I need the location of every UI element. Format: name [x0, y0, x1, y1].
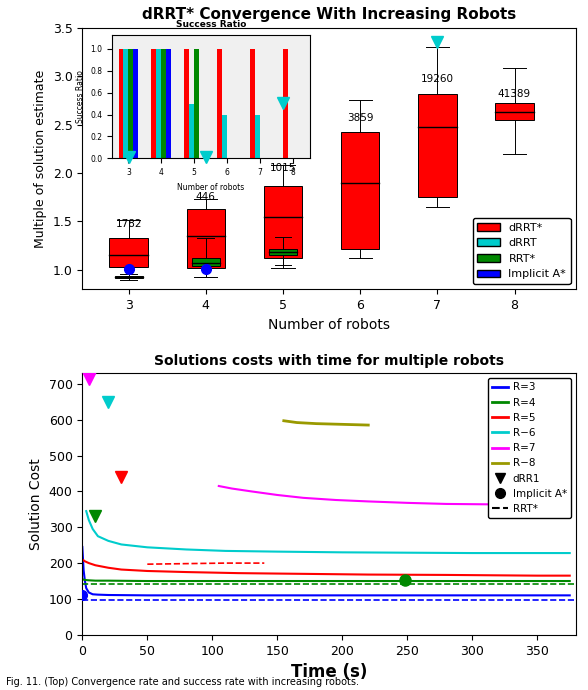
Bar: [341, 132, 379, 248]
Bar: [109, 238, 148, 267]
Text: 1782: 1782: [115, 219, 142, 229]
Legend: dRRT*, dRRT, RRT*, Implicit A*: dRRT*, dRRT, RRT*, Implicit A*: [473, 218, 571, 284]
Legend: R=3, R=4, R=5, R−6, R=7, R−8, dRR1, Implicit A*, RRT*: R=3, R=4, R=5, R−6, R=7, R−8, dRR1, Impl…: [487, 378, 571, 518]
Text: 446: 446: [196, 192, 216, 202]
Title: dRRT* Convergence With Increasing Robots: dRRT* Convergence With Increasing Robots: [142, 8, 516, 22]
Text: 41389: 41389: [498, 89, 531, 99]
Bar: [263, 186, 302, 258]
Text: 19260: 19260: [421, 74, 454, 83]
Text: 3859: 3859: [347, 112, 373, 123]
Text: Fig. 11. (Top) Convergence rate and success rate with increasing robots.: Fig. 11. (Top) Convergence rate and succ…: [6, 677, 359, 687]
Bar: [186, 209, 225, 268]
Bar: [192, 258, 220, 266]
Bar: [115, 276, 142, 277]
Bar: [418, 94, 457, 197]
Y-axis label: Solution Cost: Solution Cost: [29, 458, 43, 550]
Y-axis label: Multiple of solution estimate: Multiple of solution estimate: [34, 69, 47, 248]
Bar: [495, 104, 534, 119]
Title: Solutions costs with time for multiple robots: Solutions costs with time for multiple r…: [154, 354, 505, 368]
Text: 1015: 1015: [270, 163, 296, 173]
Bar: [269, 248, 297, 255]
X-axis label: Number of robots: Number of robots: [268, 317, 390, 332]
X-axis label: Time (s): Time (s): [291, 663, 368, 681]
